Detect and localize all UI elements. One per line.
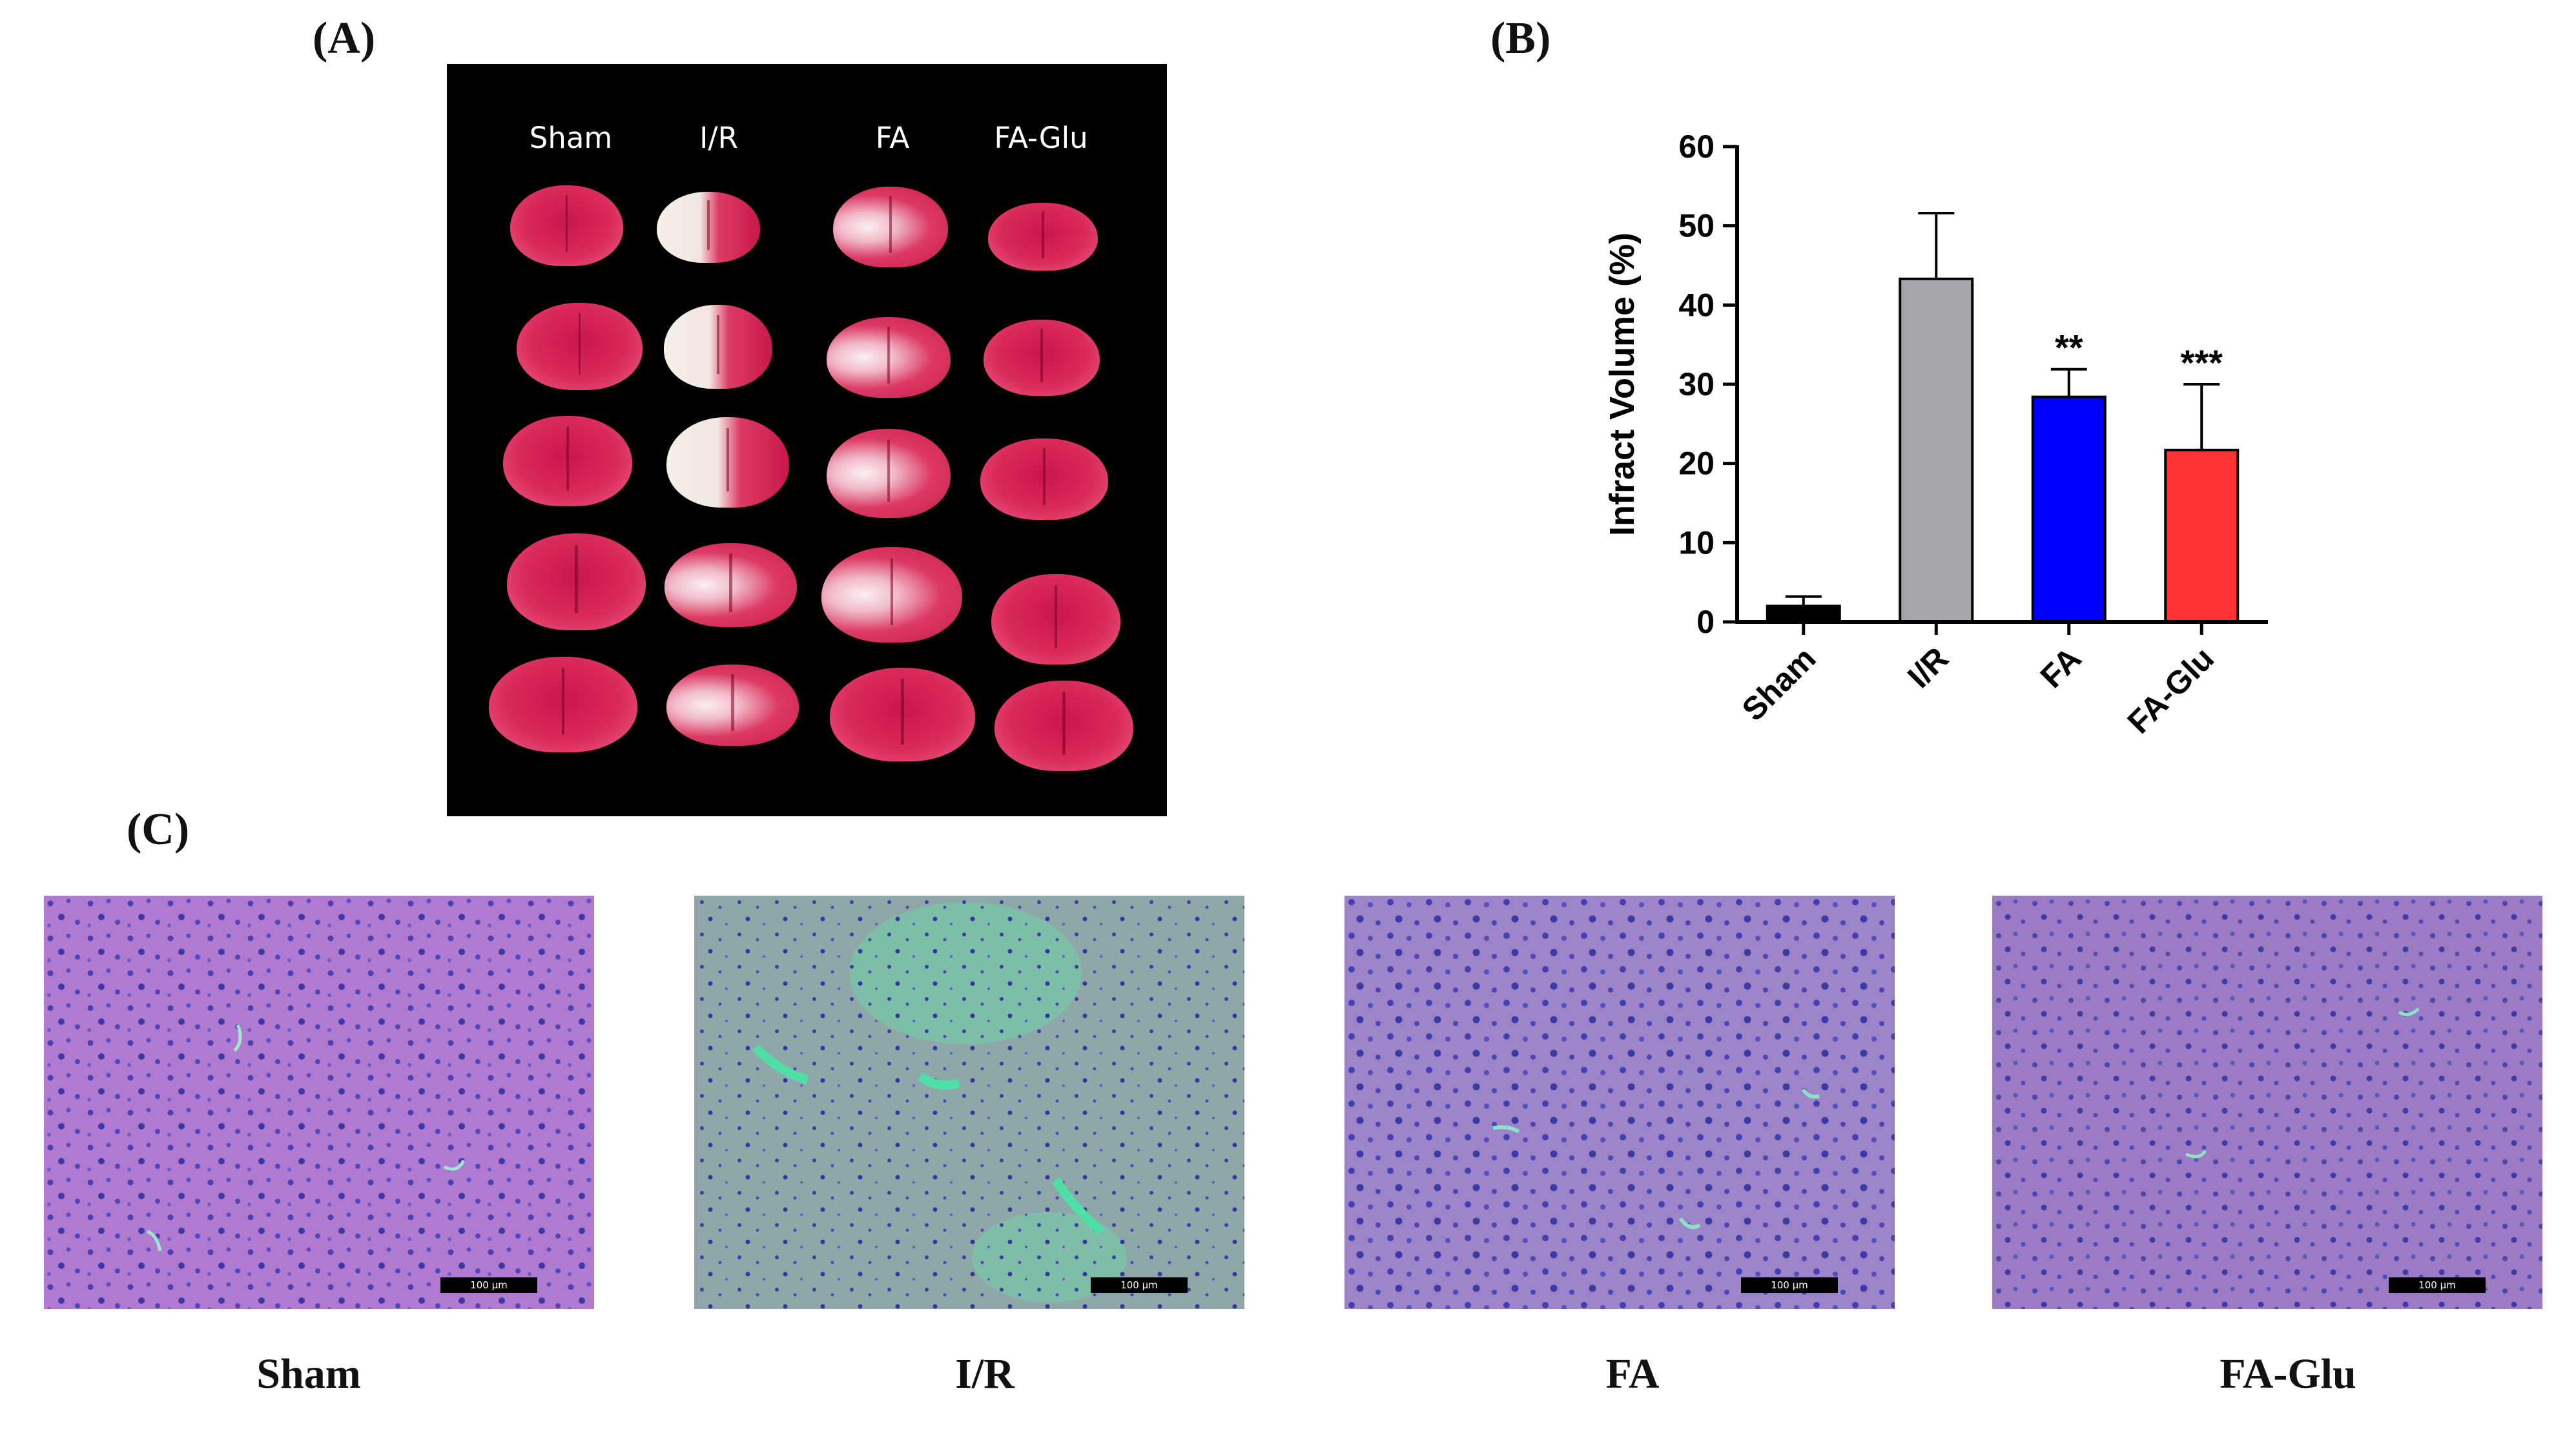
y-tick-label: 30 [1678, 366, 1715, 402]
brain-slice [830, 668, 975, 761]
column-label-fa: FA [875, 121, 910, 155]
brain-slice [988, 203, 1098, 271]
brain-slice [984, 320, 1100, 396]
scale-bar: 100 μm [2389, 1277, 2486, 1293]
significance-marker: ** [2055, 327, 2083, 368]
micrograph-caption-sham: Sham [256, 1350, 361, 1397]
micrograph-fa-glu: 100 μm [1992, 896, 2542, 1309]
y-tick-label: 60 [1678, 129, 1715, 165]
significance-marker: *** [2181, 342, 2223, 383]
brain-slice [666, 665, 799, 746]
y-axis-label: Infract Volume (%) [1603, 232, 1642, 536]
micrograph-tissue [694, 896, 1244, 1309]
column-label-ir: I/R [699, 121, 738, 155]
brain-slice [821, 547, 962, 643]
micrograph-caption-fa-glu: FA-Glu [2220, 1350, 2356, 1397]
x-tick-label: Sham [1735, 640, 1823, 728]
brain-slice [994, 681, 1133, 771]
brain-slice [517, 303, 643, 390]
micrograph-caption-ir: I/R [955, 1350, 1015, 1397]
brain-slice [664, 305, 772, 389]
brain-slice [980, 438, 1108, 520]
brain-slice [489, 657, 637, 752]
brain-slice [510, 185, 623, 266]
brain-slice [665, 543, 797, 627]
brain-slice [827, 429, 951, 518]
micrograph-caption-fa: FA [1605, 1350, 1660, 1397]
micrograph-sham: 100 μm [44, 896, 594, 1309]
y-tick-label: 20 [1678, 446, 1715, 482]
column-label-fa-glu: FA-Glu [994, 121, 1088, 155]
micrograph-ir: 100 μm [694, 896, 1244, 1309]
brain-slice [503, 416, 632, 506]
bar-sham [1766, 604, 1841, 624]
column-label-sham: Sham [529, 121, 613, 155]
y-tick-label: 40 [1678, 287, 1715, 323]
ttc-brain-slices-photo: Sham I/R FA FA-Glu [447, 64, 1167, 816]
micrograph-fa: 100 μm [1345, 896, 1895, 1309]
panel-a-label: (A) [313, 14, 376, 63]
x-tick-label: FA [2034, 640, 2088, 695]
bar-fa-glu [2164, 448, 2240, 624]
brain-slice [666, 417, 789, 508]
brain-slice [991, 574, 1120, 665]
bar-i-r [1899, 277, 1974, 623]
scale-bar: 100 μm [1091, 1277, 1188, 1293]
scale-bar: 100 μm [1741, 1277, 1838, 1293]
y-tick-label: 50 [1678, 208, 1715, 244]
x-tick-label: I/R [1901, 640, 1955, 695]
y-tick-label: 10 [1678, 524, 1715, 561]
bar-fa [2031, 395, 2107, 623]
micrograph-tissue [1345, 896, 1895, 1309]
micrograph-tissue [1992, 896, 2542, 1309]
scale-bar: 100 μm [440, 1277, 537, 1293]
y-tick-label: 0 [1696, 604, 1715, 640]
brain-slice [507, 533, 646, 630]
micrograph-tissue [44, 896, 594, 1309]
brain-slice [827, 317, 951, 398]
panel-c-label: (C) [127, 805, 190, 854]
panel-b-label: (B) [1490, 14, 1551, 63]
bars-group: ** *** [1766, 212, 2240, 624]
x-tick-label: FA-Glu [2121, 640, 2221, 740]
brain-slice [657, 192, 760, 263]
brain-slice [833, 187, 948, 267]
